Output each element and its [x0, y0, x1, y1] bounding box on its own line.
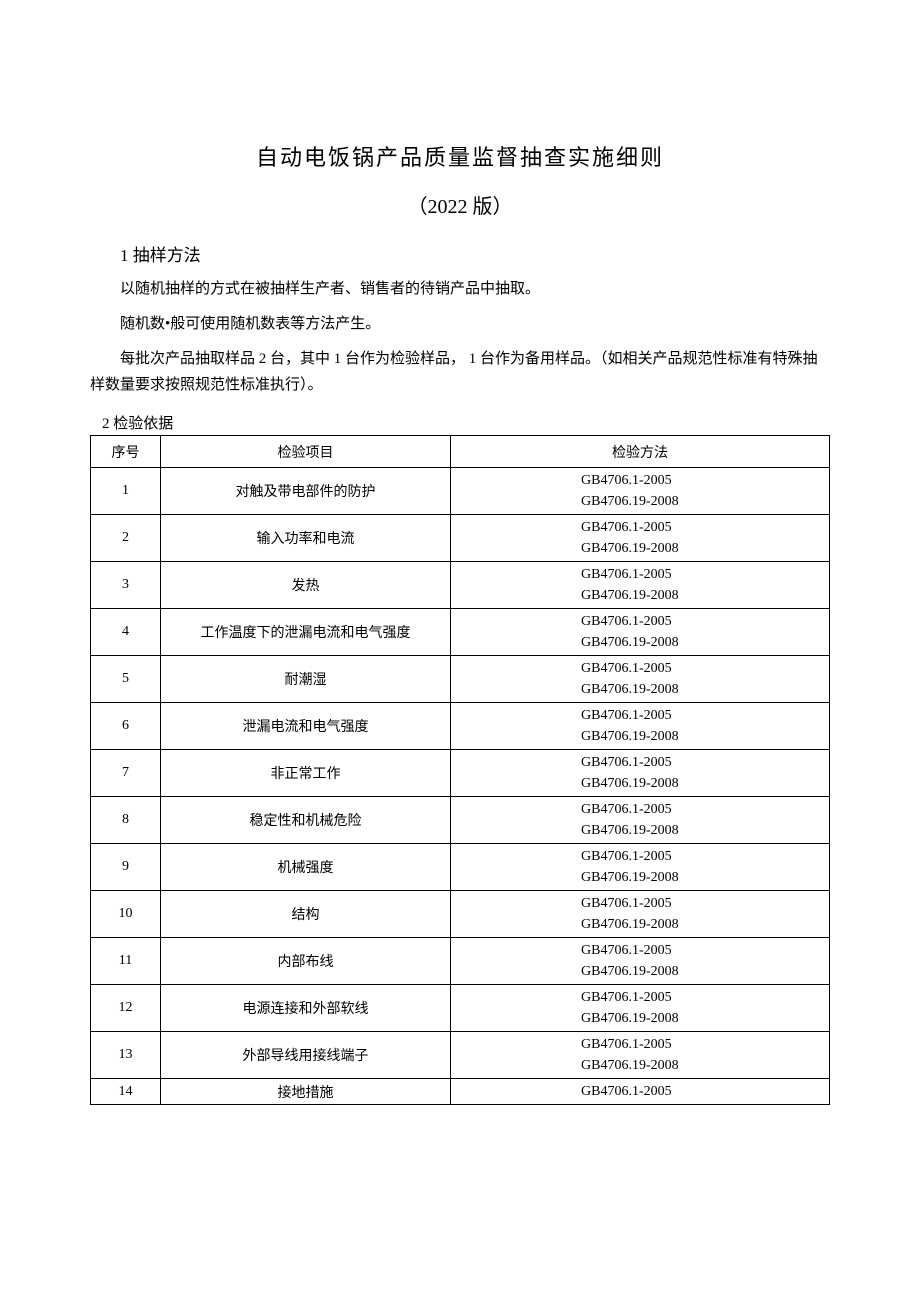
cell-method: GB4706.1-2005GB4706.19-2008 — [451, 468, 830, 515]
cell-seq: 3 — [91, 562, 161, 609]
cell-item: 工作温度下的泄漏电流和电气强度 — [161, 609, 451, 656]
cell-method: GB4706.1-2005GB4706.19-2008 — [451, 938, 830, 985]
cell-item: 耐潮湿 — [161, 656, 451, 703]
cell-method: GB4706.1-2005GB4706.19-2008 — [451, 844, 830, 891]
table-row: 13外部导线用接线端子GB4706.1-2005GB4706.19-2008 — [91, 1032, 830, 1079]
table-row: 7非正常工作GB4706.1-2005GB4706.19-2008 — [91, 750, 830, 797]
cell-seq: 5 — [91, 656, 161, 703]
table-row: 4工作温度下的泄漏电流和电气强度GB4706.1-2005GB4706.19-2… — [91, 609, 830, 656]
paragraph-2: 随机数•般可使用随机数表等方法产生。 — [120, 313, 830, 336]
table-row: 6泄漏电流和电气强度GB4706.1-2005GB4706.19-2008 — [91, 703, 830, 750]
cell-seq: 10 — [91, 891, 161, 938]
cell-method: GB4706.1-2005GB4706.19-2008 — [451, 1032, 830, 1079]
document-subtitle: （2022 版） — [90, 190, 830, 219]
cell-seq: 1 — [91, 468, 161, 515]
cell-method: GB4706.1-2005GB4706.19-2008 — [451, 515, 830, 562]
table-row: 12电源连接和外部软线GB4706.1-2005GB4706.19-2008 — [91, 985, 830, 1032]
cell-item: 结构 — [161, 891, 451, 938]
table-body: 1对触及带电部件的防护GB4706.1-2005GB4706.19-20082输… — [91, 468, 830, 1105]
cell-method: GB4706.1-2005GB4706.19-2008 — [451, 656, 830, 703]
table-row: 8稳定性和机械危险GB4706.1-2005GB4706.19-2008 — [91, 797, 830, 844]
header-seq: 序号 — [91, 436, 161, 468]
paragraph-3: 每批次产品抽取样品 2 台，其中 1 台作为检验样品， 1 台作为备用样品。（如… — [90, 347, 830, 398]
cell-seq: 9 — [91, 844, 161, 891]
table-row: 1对触及带电部件的防护GB4706.1-2005GB4706.19-2008 — [91, 468, 830, 515]
table-row: 9机械强度GB4706.1-2005GB4706.19-2008 — [91, 844, 830, 891]
cell-item: 内部布线 — [161, 938, 451, 985]
cell-seq: 14 — [91, 1079, 161, 1105]
cell-item: 输入功率和电流 — [161, 515, 451, 562]
table-row: 2输入功率和电流GB4706.1-2005GB4706.19-2008 — [91, 515, 830, 562]
header-method: 检验方法 — [451, 436, 830, 468]
section-2-heading: 2 检验依据 — [102, 412, 830, 433]
cell-seq: 13 — [91, 1032, 161, 1079]
cell-seq: 11 — [91, 938, 161, 985]
cell-item: 外部导线用接线端子 — [161, 1032, 451, 1079]
document-title: 自动电饭锅产品质量监督抽查实施细则 — [90, 140, 830, 172]
section-1-heading: 1 抽样方法 — [120, 241, 830, 266]
table-row: 11内部布线GB4706.1-2005GB4706.19-2008 — [91, 938, 830, 985]
table-row: 3发热GB4706.1-2005GB4706.19-2008 — [91, 562, 830, 609]
table-row: 10结构GB4706.1-2005GB4706.19-2008 — [91, 891, 830, 938]
cell-item: 非正常工作 — [161, 750, 451, 797]
cell-method: GB4706.1-2005GB4706.19-2008 — [451, 891, 830, 938]
cell-item: 发热 — [161, 562, 451, 609]
cell-method: GB4706.1-2005GB4706.19-2008 — [451, 703, 830, 750]
inspection-table: 序号 检验项目 检验方法 1对触及带电部件的防护GB4706.1-2005GB4… — [90, 435, 830, 1105]
table-row: 14接地措施GB4706.1-2005 — [91, 1079, 830, 1105]
cell-method: GB4706.1-2005 — [451, 1079, 830, 1105]
cell-item: 泄漏电流和电气强度 — [161, 703, 451, 750]
table-header-row: 序号 检验项目 检验方法 — [91, 436, 830, 468]
header-item: 检验项目 — [161, 436, 451, 468]
cell-method: GB4706.1-2005GB4706.19-2008 — [451, 750, 830, 797]
cell-seq: 12 — [91, 985, 161, 1032]
paragraph-1: 以随机抽样的方式在被抽样生产者、销售者的待销产品中抽取。 — [120, 278, 830, 301]
cell-seq: 2 — [91, 515, 161, 562]
cell-seq: 6 — [91, 703, 161, 750]
cell-item: 接地措施 — [161, 1079, 451, 1105]
cell-item: 机械强度 — [161, 844, 451, 891]
cell-method: GB4706.1-2005GB4706.19-2008 — [451, 609, 830, 656]
cell-item: 对触及带电部件的防护 — [161, 468, 451, 515]
cell-method: GB4706.1-2005GB4706.19-2008 — [451, 985, 830, 1032]
cell-item: 电源连接和外部软线 — [161, 985, 451, 1032]
cell-seq: 4 — [91, 609, 161, 656]
cell-item: 稳定性和机械危险 — [161, 797, 451, 844]
cell-seq: 8 — [91, 797, 161, 844]
cell-method: GB4706.1-2005GB4706.19-2008 — [451, 562, 830, 609]
cell-method: GB4706.1-2005GB4706.19-2008 — [451, 797, 830, 844]
cell-seq: 7 — [91, 750, 161, 797]
table-row: 5耐潮湿GB4706.1-2005GB4706.19-2008 — [91, 656, 830, 703]
